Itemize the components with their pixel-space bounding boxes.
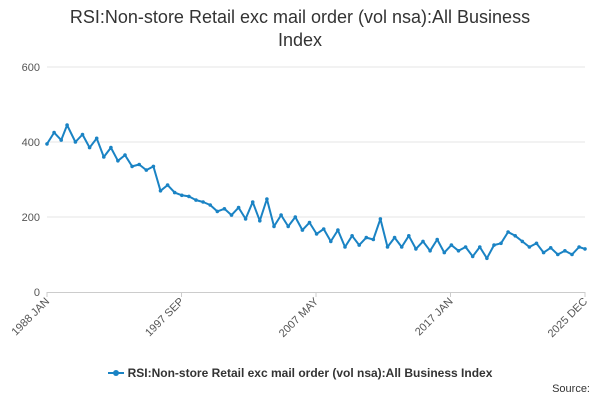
data-point[interactable] (165, 183, 170, 187)
x-tick-label: 2025 DEC (546, 296, 590, 340)
data-point[interactable] (329, 239, 333, 244)
x-tick-label: 2007 MAY (277, 295, 322, 340)
data-point[interactable] (478, 245, 482, 249)
data-point[interactable] (180, 193, 184, 198)
data-point[interactable] (378, 217, 383, 221)
data-point[interactable] (506, 230, 510, 234)
data-point[interactable] (570, 252, 574, 257)
data-point[interactable] (343, 245, 347, 249)
data-point[interactable] (215, 209, 220, 214)
data-point[interactable] (137, 162, 141, 167)
gridlines (47, 66, 585, 218)
data-point[interactable] (307, 220, 312, 225)
data-point[interactable] (265, 197, 269, 201)
data-point[interactable] (314, 232, 319, 236)
data-point[interactable] (563, 249, 567, 253)
data-point[interactable] (541, 250, 546, 255)
source-credit[interactable]: Source: (552, 383, 590, 395)
data-point[interactable] (428, 249, 432, 253)
data-point[interactable] (463, 245, 468, 249)
data-point[interactable] (94, 136, 99, 141)
data-point[interactable] (172, 190, 177, 195)
data-point[interactable] (407, 234, 411, 238)
data-point[interactable] (109, 145, 113, 150)
data-point[interactable] (187, 194, 191, 199)
data-point[interactable] (321, 227, 326, 231)
data-point[interactable] (399, 245, 404, 249)
data-point[interactable] (513, 234, 517, 238)
x-tick-label: 2017 JAN (413, 296, 456, 339)
chart-title: RSI:Non-store Retail exc mail order (vol… (69, 7, 531, 50)
data-point[interactable] (534, 241, 539, 246)
legend-label: RSI:Non-store Retail exc mail order (vol… (127, 366, 493, 380)
y-tick-label: 400 (22, 137, 40, 149)
data-point[interactable] (258, 219, 262, 223)
data-point[interactable] (385, 245, 390, 249)
legend-item[interactable]: RSI:Non-store Retail exc mail order (vol… (107, 366, 493, 380)
data-point[interactable] (151, 164, 156, 169)
data-point[interactable] (293, 215, 298, 219)
data-point[interactable] (470, 254, 475, 259)
data-point[interactable] (492, 243, 496, 247)
data-point[interactable] (102, 155, 106, 159)
series-layer (45, 123, 587, 261)
data-point[interactable] (421, 239, 425, 244)
data-point[interactable] (201, 200, 205, 204)
legend-line-icon (107, 368, 124, 378)
data-point[interactable] (158, 189, 163, 193)
data-point[interactable] (583, 247, 587, 251)
data-point[interactable] (45, 142, 49, 146)
data-point[interactable] (414, 247, 418, 251)
data-point[interactable] (243, 217, 248, 221)
data-point[interactable] (250, 200, 255, 204)
data-point[interactable] (279, 213, 283, 217)
data-point[interactable] (527, 245, 532, 249)
data-point[interactable] (80, 132, 85, 137)
data-point[interactable] (59, 138, 63, 142)
data-point[interactable] (548, 246, 553, 250)
data-point[interactable] (392, 235, 397, 240)
data-point[interactable] (194, 198, 198, 202)
data-point[interactable] (456, 249, 461, 253)
x-tick-label: 1988 JAN (9, 296, 52, 339)
data-point[interactable] (499, 241, 503, 246)
data-point[interactable] (87, 145, 92, 150)
data-point[interactable] (73, 140, 78, 144)
data-point[interactable] (442, 250, 447, 255)
legend[interactable]: RSI:Non-store Retail exc mail order (vol… (0, 366, 600, 381)
data-point[interactable] (350, 234, 354, 238)
data-point[interactable] (556, 252, 560, 257)
data-point[interactable] (577, 245, 581, 249)
data-point[interactable] (52, 130, 56, 135)
data-point[interactable] (229, 213, 234, 217)
series-line (46, 124, 586, 260)
y-tick-label: 200 (22, 212, 40, 224)
data-point[interactable] (286, 224, 291, 229)
y-tick-label: 0 (34, 287, 40, 299)
data-point[interactable] (116, 159, 120, 163)
data-point[interactable] (272, 224, 276, 229)
data-point[interactable] (208, 203, 212, 207)
data-point[interactable] (300, 228, 305, 232)
data-point[interactable] (222, 207, 227, 211)
data-point[interactable] (336, 228, 340, 232)
data-point[interactable] (65, 123, 69, 127)
data-point[interactable] (520, 239, 525, 244)
data-point[interactable] (485, 256, 489, 261)
y-tick-label: 600 (22, 62, 40, 74)
tick-labels: 0 200 400 600 1988 JAN 1997 SEP 2007 MAY 2017 J… (9, 62, 590, 340)
data-point[interactable] (236, 205, 241, 210)
data-point[interactable] (144, 168, 149, 172)
x-tick-label: 1997 SEP (143, 296, 187, 340)
data-point[interactable] (123, 153, 127, 157)
data-point[interactable] (371, 237, 376, 242)
data-point[interactable] (435, 237, 440, 242)
x-axis (46, 292, 586, 297)
data-point[interactable] (364, 235, 369, 240)
data-point[interactable] (130, 164, 134, 169)
data-point[interactable] (449, 243, 454, 247)
data-point[interactable] (357, 243, 362, 247)
